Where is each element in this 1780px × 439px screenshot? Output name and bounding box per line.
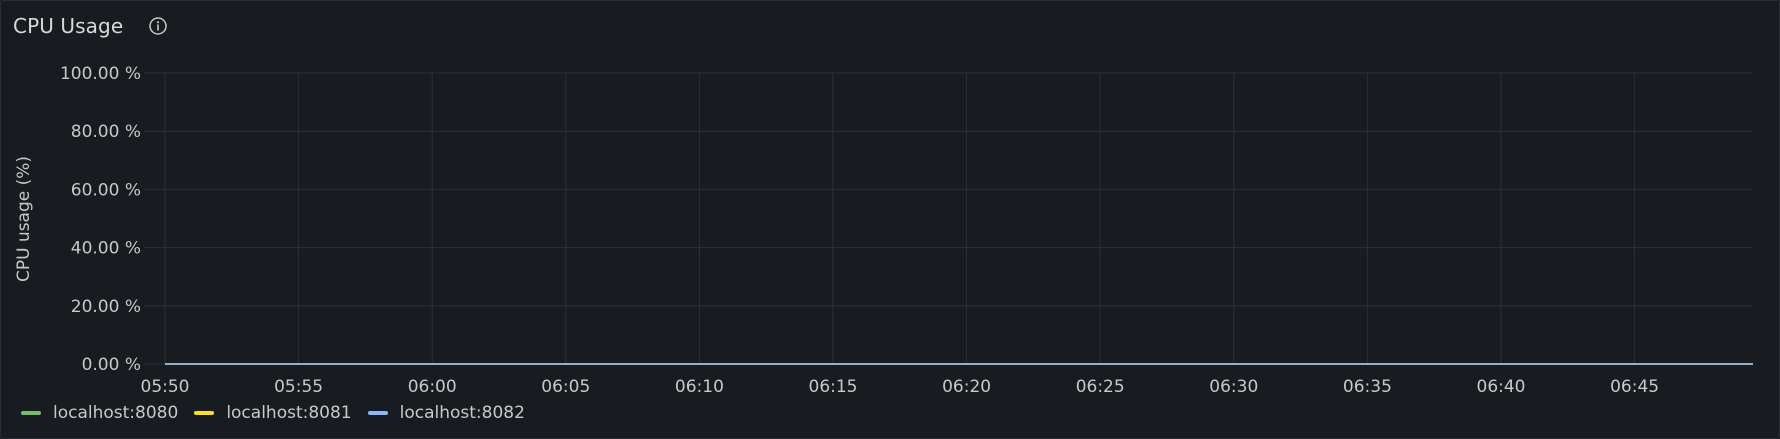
legend: localhost:8080 localhost:8081 localhost:… (21, 403, 525, 423)
legend-swatch-localhost-8082 (367, 411, 388, 415)
x-tick-label: 06:30 (1209, 377, 1258, 397)
legend-label: localhost:8081 (226, 403, 352, 423)
legend-item-localhost-8080[interactable]: localhost:8080 (21, 403, 178, 423)
legend-label: localhost:8080 (53, 403, 179, 423)
panel-header: CPU Usage (13, 11, 169, 41)
legend-label: localhost:8082 (399, 403, 525, 423)
x-tick-label: 06:00 (408, 377, 457, 397)
y-tick-label: 100.00 % (60, 64, 141, 84)
x-tick-label: 06:25 (1076, 377, 1125, 397)
x-tick-label: 05:55 (274, 377, 323, 397)
x-tick-label: 06:10 (675, 377, 724, 397)
legend-item-localhost-8082[interactable]: localhost:8082 (367, 403, 525, 423)
panel-title: CPU Usage (13, 14, 124, 38)
x-tick-label: 06:45 (1610, 377, 1659, 397)
grid-lines (144, 72, 1753, 365)
x-tick-label: 06:05 (541, 377, 590, 397)
x-tick-label: 06:40 (1477, 377, 1526, 397)
x-tick-label: 06:15 (809, 377, 858, 397)
x-tick-label: 06:20 (942, 377, 991, 397)
y-axis-label: CPU usage (%) (14, 156, 34, 282)
legend-swatch-localhost-8080 (21, 411, 41, 415)
y-tick-label: 0.00 % (82, 355, 141, 375)
y-tick-label: 40.00 % (71, 239, 141, 259)
info-icon[interactable] (147, 15, 169, 37)
cpu-usage-chart: CPU usage (%) 0.00 % 20.00 % 40.00 % 60.00 … (14, 64, 1753, 397)
legend-swatch-localhost-8081 (194, 411, 215, 415)
x-tick-label: 06:35 (1343, 377, 1392, 397)
y-tick-label: 80.00 % (71, 122, 141, 142)
legend-item-localhost-8081[interactable]: localhost:8081 (194, 403, 352, 423)
x-tick-label: 05:50 (141, 377, 190, 397)
y-tick-label: 60.00 % (71, 180, 141, 200)
y-tick-label: 20.00 % (71, 297, 141, 317)
